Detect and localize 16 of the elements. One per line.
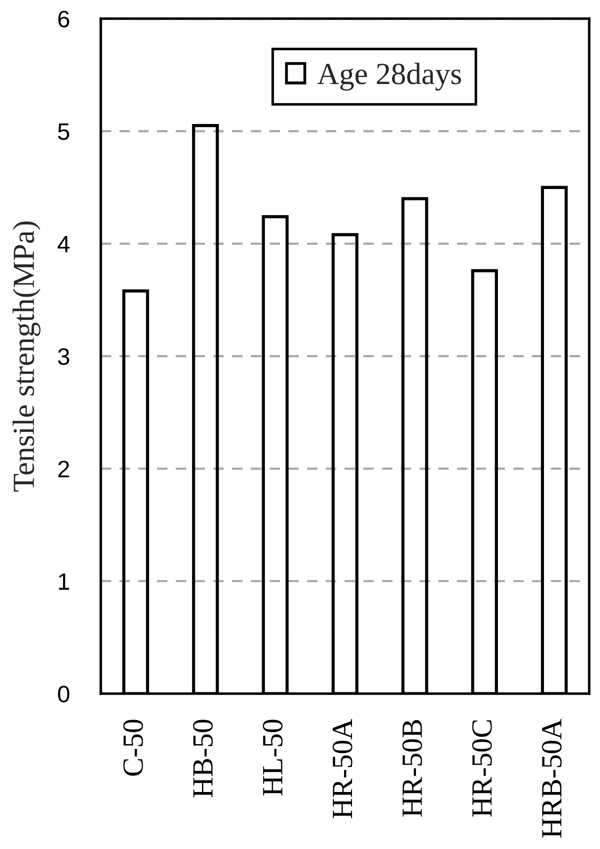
x-tick-label: HR-50B — [402, 720, 422, 817]
y-tick-label: 5 — [58, 123, 70, 140]
y-tick-label: 6 — [58, 10, 70, 28]
y-tick-label: 0 — [58, 686, 70, 702]
y-tick-label: 3 — [58, 348, 70, 365]
x-tick-label: C-50 — [123, 720, 143, 776]
x-tick-label: HR-50C — [472, 720, 492, 817]
y-tick-label: 1 — [58, 573, 70, 590]
y-tick-label: 2 — [58, 460, 70, 478]
x-tick-label: HRB-50A — [542, 718, 562, 838]
x-tick-label: HL-50 — [262, 720, 283, 796]
y-tick-label: 4 — [58, 236, 70, 252]
x-tick-label: HR-50A — [332, 718, 352, 818]
legend-label: Age 28days — [317, 62, 462, 91]
y-axis-title: Tensile strength(MPa) — [12, 222, 40, 492]
x-tick-label: HB-50 — [193, 720, 213, 798]
